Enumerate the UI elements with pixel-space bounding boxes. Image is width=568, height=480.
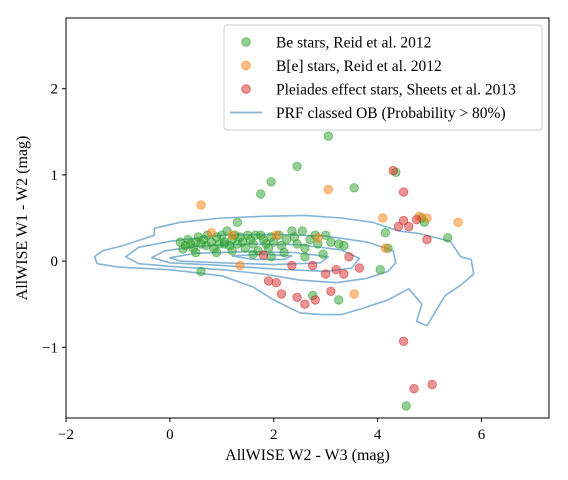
x-tick-label: 2 xyxy=(270,427,278,443)
data-point xyxy=(323,131,334,141)
x-axis-label: AllWISE W2 - W3 (mag) xyxy=(225,447,390,464)
legend-label-prf-classed-ob: PRF classed OB (Probability > 80%) xyxy=(276,105,506,122)
data-point xyxy=(248,239,258,249)
data-point xyxy=(266,177,276,187)
data-point xyxy=(310,295,321,305)
series-pleiades-effect-stars-sheets-e xyxy=(258,165,437,394)
data-point xyxy=(258,250,269,260)
data-point xyxy=(282,234,292,245)
data-point xyxy=(292,292,302,303)
data-point xyxy=(263,243,274,253)
legend-label-b-e-stars: B[e] stars, Reid et al. 2012 xyxy=(276,58,442,75)
y-axis-label: AllWISE W1 - W2 (mag) xyxy=(14,136,31,301)
data-point xyxy=(339,240,349,251)
data-point xyxy=(427,379,437,390)
legend-marker-pleiades-effect-stars xyxy=(241,84,251,94)
data-point xyxy=(256,189,266,199)
y-tick-label: 1 xyxy=(51,168,59,184)
data-point xyxy=(404,221,414,232)
x-tick-label: 0 xyxy=(166,427,174,443)
data-point xyxy=(422,213,432,223)
data-point xyxy=(334,295,344,305)
contour-level-0 xyxy=(93,214,475,327)
data-point xyxy=(375,265,385,275)
data-point xyxy=(227,246,237,256)
data-point xyxy=(349,183,359,193)
data-point xyxy=(191,247,201,258)
data-point xyxy=(409,384,419,394)
data-point xyxy=(331,265,341,275)
data-point xyxy=(271,278,282,288)
data-point xyxy=(388,165,398,176)
data-point xyxy=(354,263,365,273)
data-point xyxy=(178,244,188,254)
data-point xyxy=(292,161,302,172)
data-point xyxy=(378,213,388,223)
data-point xyxy=(279,247,289,258)
data-point xyxy=(219,239,230,249)
contour-level-3 xyxy=(169,250,330,266)
data-point xyxy=(287,260,297,271)
legend-label-pleiades-effect-stars: Pleiades effect stars, Sheets et al. 201… xyxy=(276,82,516,99)
legend-box xyxy=(223,24,543,131)
data-point xyxy=(380,243,391,253)
x-tick-label: −2 xyxy=(58,427,74,443)
x-tick-label: 6 xyxy=(478,427,486,443)
data-point xyxy=(398,215,409,226)
data-point xyxy=(263,276,274,286)
data-point xyxy=(227,230,237,240)
data-point xyxy=(339,269,349,279)
data-point xyxy=(240,243,250,253)
data-point xyxy=(248,249,258,259)
data-point xyxy=(271,230,282,240)
data-point xyxy=(393,221,404,232)
data-point xyxy=(313,233,323,243)
data-point xyxy=(411,214,422,225)
data-point xyxy=(321,269,331,279)
data-point xyxy=(297,226,308,236)
scatter-layer xyxy=(175,131,463,411)
data-point xyxy=(196,200,206,210)
data-point xyxy=(308,260,318,271)
y-tick-label: 0 xyxy=(51,254,59,270)
data-point xyxy=(196,266,206,277)
legend-marker-be-stars xyxy=(241,37,251,47)
data-point xyxy=(292,239,302,249)
data-point xyxy=(266,252,276,262)
data-point xyxy=(211,247,222,258)
data-point xyxy=(398,187,409,197)
data-point xyxy=(453,217,463,228)
data-point xyxy=(326,286,336,297)
legend-marker-b-e-stars xyxy=(241,60,251,71)
data-point xyxy=(300,243,310,253)
data-point xyxy=(380,227,391,238)
x-axis-ticks: −2 0 2 4 6 xyxy=(58,418,486,443)
data-point xyxy=(300,252,310,262)
data-point xyxy=(326,237,336,247)
data-point xyxy=(323,184,334,195)
x-tick-label: 4 xyxy=(374,427,382,443)
y-tick-label: 2 xyxy=(51,82,59,98)
data-point xyxy=(318,249,328,259)
data-point xyxy=(422,234,432,245)
plot-frame xyxy=(65,17,550,419)
data-point xyxy=(276,289,287,299)
data-point xyxy=(232,217,243,228)
data-point xyxy=(235,260,245,271)
y-axis-ticks: −1 0 1 2 xyxy=(42,82,66,356)
data-point xyxy=(300,299,310,309)
data-point xyxy=(443,233,453,243)
series-b-e-stars-reid-et-al-2012 xyxy=(196,184,463,299)
legend-label-be-stars: Be stars, Reid et al. 2012 xyxy=(276,35,431,52)
legend: Be stars, Reid et al. 2012 B[e] stars, R… xyxy=(223,24,543,131)
y-tick-label: −1 xyxy=(42,340,58,356)
data-point xyxy=(349,289,359,299)
data-point xyxy=(401,401,411,411)
data-point xyxy=(398,336,409,347)
data-point xyxy=(206,227,217,238)
data-point xyxy=(344,252,354,262)
